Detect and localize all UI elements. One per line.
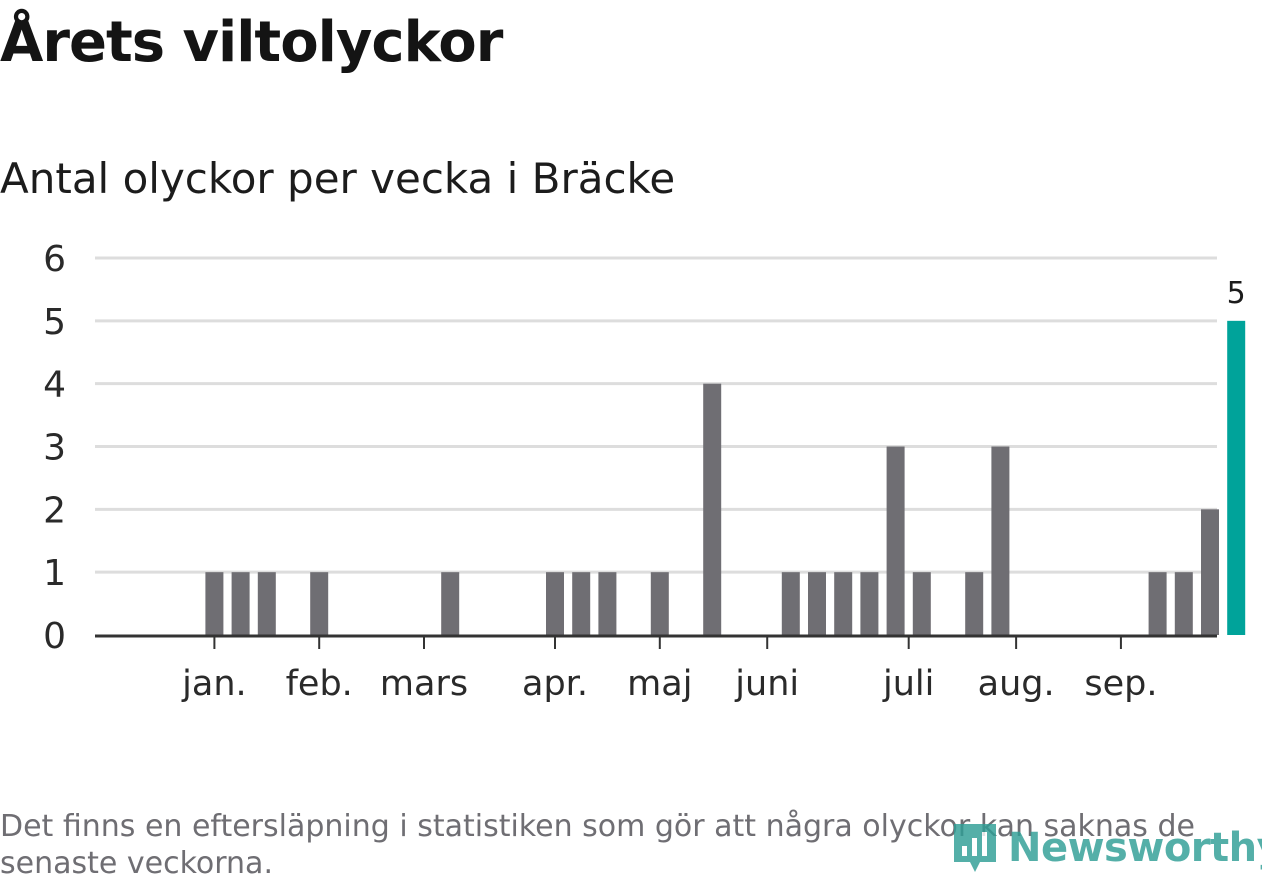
y-tick-label: 1 [43,553,66,594]
bar [650,572,669,635]
bars [205,320,1246,635]
y-tick-label: 4 [43,365,66,406]
x-tick-label: maj [627,664,692,704]
bar [598,572,617,635]
bar [965,572,984,635]
chart-subtitle: Antal olyckor per vecka i Bräcke [0,154,676,203]
x-tick-label: mars [380,664,468,704]
data-labels: 5 [1227,276,1246,311]
bar [703,383,722,635]
x-tick-label: juni [734,664,799,704]
bar [1201,509,1219,635]
bar [834,572,853,635]
y-tick-label: 5 [43,302,66,343]
bar [257,572,276,635]
chart-title: Årets viltolyckor [0,10,503,75]
bar [231,572,250,635]
newsworthy-logo: Newsworthy [950,820,1262,876]
bar [546,572,564,635]
x-axis-ticks: jan. feb. mars apr. maj juni juli aug. sep. [181,637,1157,704]
bar [572,572,591,635]
bar [781,572,800,635]
bar [991,446,1010,635]
bar [860,572,879,635]
y-tick-label: 3 [43,428,66,469]
bar [205,572,224,635]
y-tick-label: 2 [43,490,66,531]
bar-highlight [1227,320,1246,635]
bar [441,572,460,635]
bar [912,572,931,635]
data-label: 5 [1227,276,1246,311]
x-tick-label: aug. [978,664,1055,704]
bar-chart: 0 1 2 3 4 5 6 5 jan. feb. mars apr. maj juni juli aug… [43,239,1246,704]
gridlines [95,256,1217,574]
bar [808,572,826,635]
bar [886,446,905,635]
x-tick-label: juli [882,664,934,704]
bar [1174,572,1193,635]
y-axis-ticks: 0 1 2 3 4 5 6 [43,239,66,657]
y-tick-label: 6 [43,239,66,280]
newsworthy-logo-icon [954,824,996,872]
x-tick-label: feb. [286,664,353,704]
logo-text: Newsworthy [1008,825,1262,871]
bar [1148,572,1167,635]
bar [310,572,329,635]
y-tick-label: 0 [43,616,66,657]
x-tick-label: jan. [181,664,246,704]
x-tick-label: apr. [522,664,588,704]
x-tick-label: sep. [1084,664,1157,704]
